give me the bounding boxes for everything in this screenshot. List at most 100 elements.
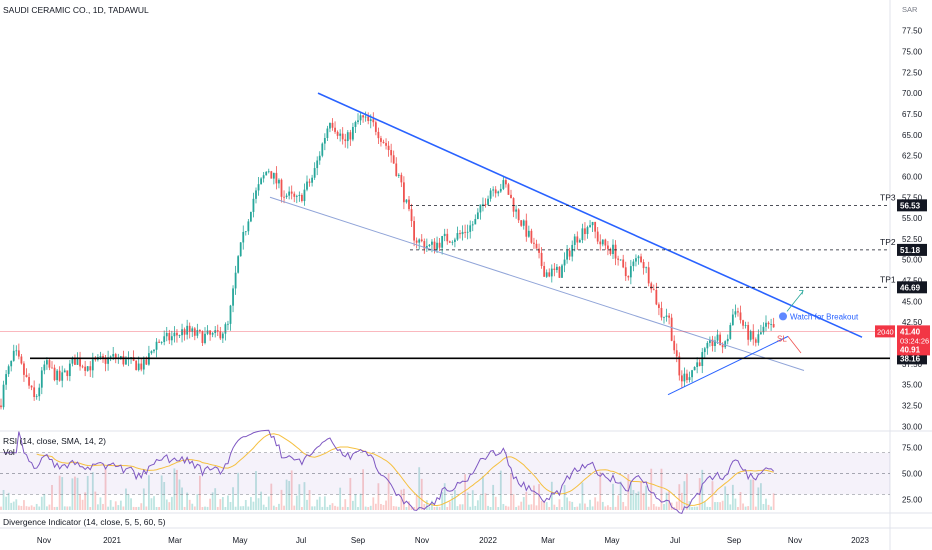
volume-bar bbox=[410, 506, 413, 510]
candle-body bbox=[137, 363, 140, 370]
candle-body bbox=[99, 356, 102, 358]
volume-bar bbox=[520, 501, 523, 510]
price-tag-text-tp1: 46.69 bbox=[900, 283, 921, 292]
volume-bar bbox=[512, 494, 515, 510]
candle-body bbox=[696, 362, 699, 367]
volume-bar bbox=[137, 506, 140, 510]
candle-body bbox=[153, 349, 155, 352]
candle-body bbox=[693, 366, 696, 371]
volume-bar bbox=[61, 477, 64, 510]
volume-bar bbox=[535, 505, 538, 510]
candle-body bbox=[272, 172, 275, 179]
volume-bar bbox=[691, 506, 693, 510]
volume-bar bbox=[487, 505, 489, 510]
volume-bar bbox=[313, 506, 316, 510]
volume-bar bbox=[117, 505, 120, 510]
candle-body bbox=[403, 182, 405, 203]
volume-bar bbox=[270, 483, 273, 510]
candle-body bbox=[530, 230, 533, 243]
candle-body bbox=[772, 324, 775, 328]
candle-body bbox=[369, 119, 372, 121]
volume-indicator-label[interactable]: Vol bbox=[3, 447, 15, 457]
volume-bar bbox=[234, 506, 237, 510]
candle-body bbox=[135, 360, 138, 370]
volume-bar bbox=[451, 495, 454, 510]
y-tick-label: 57.50 bbox=[902, 193, 923, 202]
volume-bar bbox=[392, 506, 395, 510]
candle-body bbox=[431, 241, 433, 245]
volume-bar bbox=[23, 500, 25, 510]
candle-body bbox=[538, 248, 540, 253]
candle-body bbox=[242, 231, 245, 243]
candle-body bbox=[109, 356, 112, 358]
candle-body bbox=[675, 350, 678, 357]
volume-bar bbox=[122, 506, 125, 510]
volume-bar bbox=[494, 496, 497, 510]
volume-bar bbox=[476, 500, 479, 510]
candle-body bbox=[614, 244, 617, 259]
volume-bar bbox=[53, 506, 56, 510]
volume-bar bbox=[652, 504, 655, 510]
candle-body bbox=[257, 184, 260, 191]
volume-bar bbox=[5, 496, 7, 510]
candle-body bbox=[280, 179, 283, 197]
descending-resistance-line bbox=[317, 92, 863, 338]
price-tag-tp3 bbox=[897, 199, 927, 212]
volume-bar bbox=[178, 479, 181, 510]
volume-bar bbox=[696, 506, 699, 510]
volume-bar bbox=[418, 467, 421, 510]
candle-body bbox=[160, 341, 163, 343]
volume-bar bbox=[448, 501, 451, 510]
volume-bar bbox=[545, 502, 548, 510]
candle-body bbox=[334, 127, 336, 132]
candle-body bbox=[517, 209, 520, 221]
price-axis[interactable]: 77.50 75.00 72.50 70.00 67.50 65.00 62.50 60.00… bbox=[875, 27, 930, 505]
volume-bar bbox=[663, 503, 665, 510]
time-axis[interactable]: Nov 2021 Mar May Jul Sep Nov 2022 Mar May Jul Sep No… bbox=[37, 536, 870, 545]
x-tick-label: Nov bbox=[37, 536, 51, 545]
volume-bar bbox=[540, 500, 543, 510]
candle-body bbox=[367, 116, 370, 121]
candle-body bbox=[721, 345, 724, 348]
candle-body bbox=[619, 259, 622, 261]
volume-bar bbox=[635, 493, 637, 510]
candle-body bbox=[533, 242, 535, 244]
candle-body bbox=[74, 358, 76, 365]
volume-bar bbox=[568, 501, 571, 510]
volume-bar bbox=[525, 491, 528, 510]
candle-body bbox=[742, 320, 744, 326]
divergence-indicator-label[interactable]: Divergence Indicator (14, close, 5, 5, 6… bbox=[3, 517, 166, 527]
candle-body bbox=[349, 132, 352, 140]
volume-bar bbox=[362, 469, 364, 510]
candle-body bbox=[599, 241, 602, 245]
candle-body bbox=[352, 126, 354, 140]
candle-body bbox=[183, 329, 186, 335]
rsi-indicator-label[interactable]: RSI (14, close, SMA, 14, 2) bbox=[3, 436, 106, 446]
volume-bar bbox=[86, 475, 89, 510]
volume-bar bbox=[497, 506, 500, 510]
price-tag-text-tp2: 51.18 bbox=[900, 246, 921, 255]
volume-bar bbox=[369, 505, 372, 510]
volume-bar bbox=[403, 488, 405, 510]
x-tick-label: Mar bbox=[541, 536, 555, 545]
candle-body bbox=[719, 334, 721, 346]
volume-bar bbox=[617, 495, 619, 510]
volume-bar bbox=[584, 503, 586, 510]
candle-body bbox=[747, 325, 750, 340]
candle-body bbox=[385, 143, 387, 146]
volume-bar bbox=[278, 503, 280, 510]
candle-body bbox=[466, 231, 469, 233]
candle-body bbox=[79, 359, 81, 367]
candle-body bbox=[76, 359, 79, 365]
candle-body bbox=[563, 259, 566, 266]
candle-body bbox=[678, 356, 681, 376]
candle-body bbox=[433, 241, 436, 250]
volume-bar bbox=[285, 479, 288, 510]
candle-body bbox=[548, 272, 551, 277]
candle-body bbox=[15, 350, 18, 352]
candle-body bbox=[46, 360, 48, 365]
x-tick-label: 2022 bbox=[479, 536, 497, 545]
volume-bar bbox=[431, 500, 433, 510]
y-tick-label: 67.50 bbox=[902, 110, 923, 119]
